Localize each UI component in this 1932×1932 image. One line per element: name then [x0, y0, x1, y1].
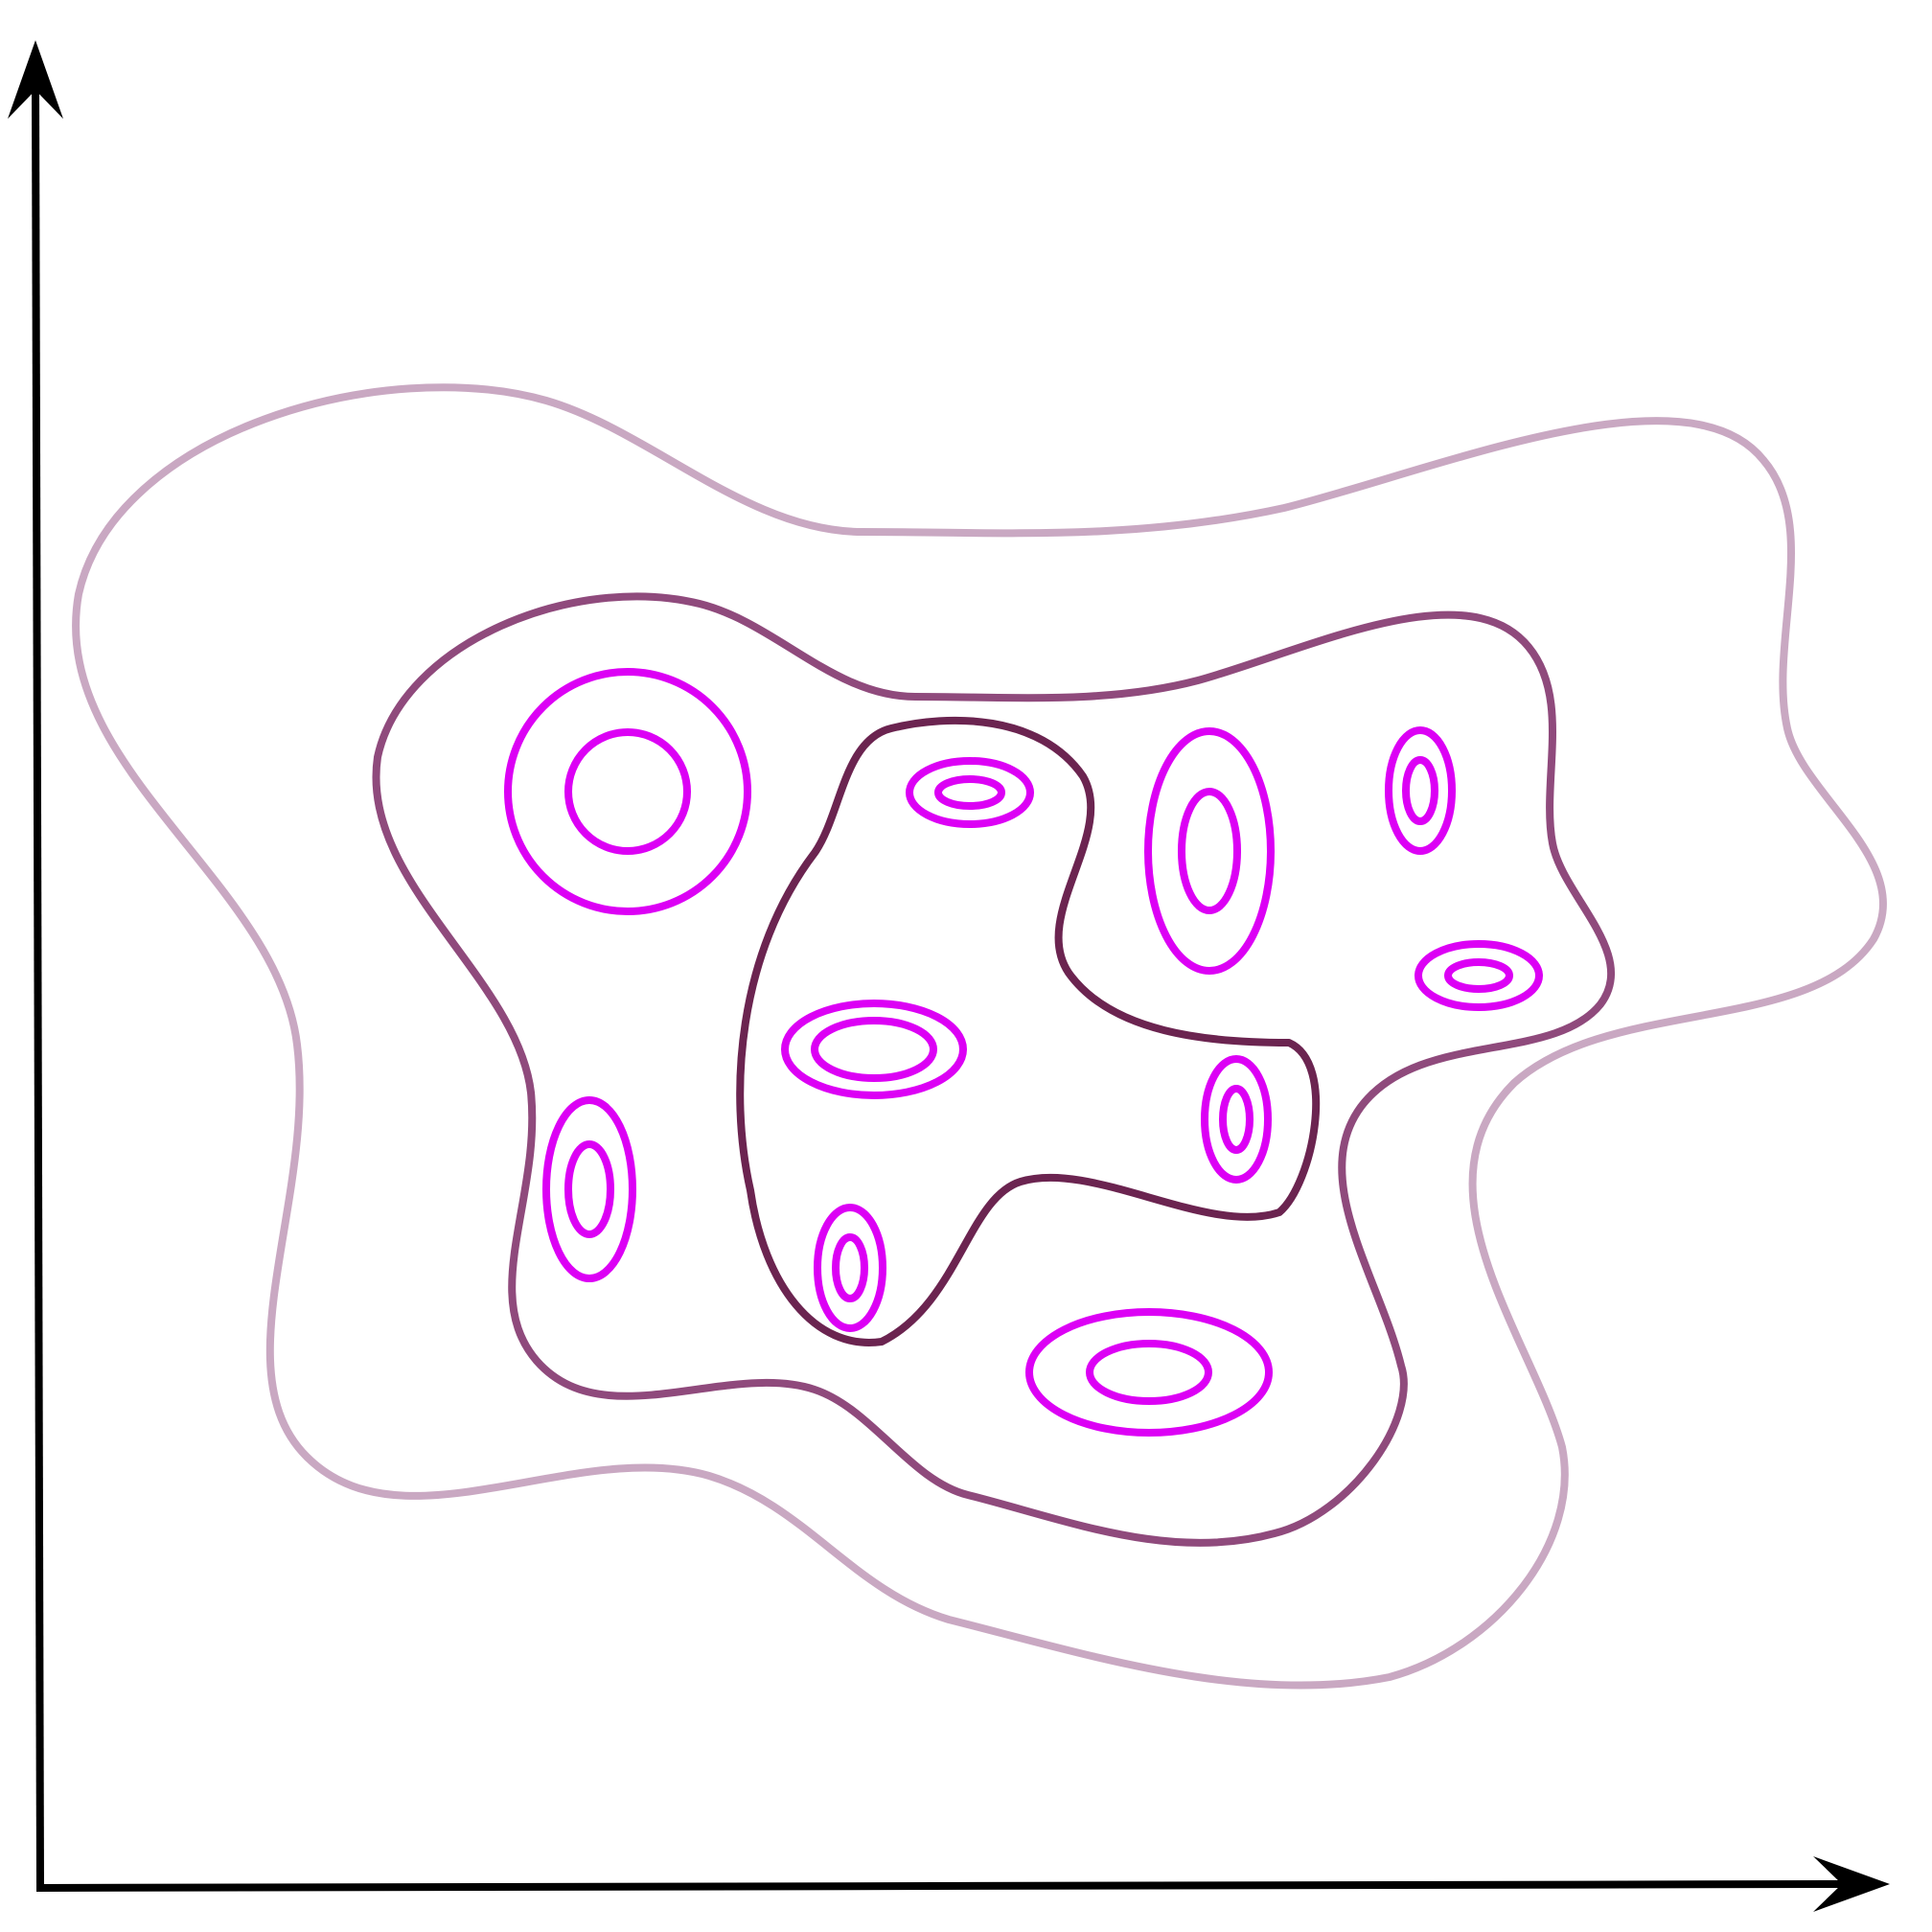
cluster-bottom-wide-inner-ring — [1086, 1340, 1212, 1405]
cluster-top-center-outer-ring — [906, 757, 1034, 828]
cluster-far-right-small — [1385, 726, 1456, 855]
cluster-right-wide-inner-ring — [1444, 958, 1513, 993]
cluster-right-wide — [1414, 940, 1543, 1011]
x-axis-arrow-icon — [1813, 1856, 1890, 1912]
cluster-top-center-inner-ring — [934, 775, 1005, 810]
cluster-top-left-inner-ring — [564, 728, 691, 855]
y-axis-arrow-icon — [8, 40, 63, 119]
outer-contour — [72, 383, 1887, 1690]
cluster-left-tall-inner-ring — [564, 1140, 614, 1238]
y-axis-line — [32, 85, 44, 1889]
cluster-top-left-outer-ring — [504, 668, 751, 915]
cluster-top-right-tall-inner-ring — [1178, 788, 1241, 914]
x-axis-line — [35, 1880, 1846, 1892]
cluster-center-right-outer-ring — [1201, 1055, 1272, 1184]
cluster-top-left — [504, 668, 751, 915]
axes — [8, 40, 1890, 1912]
cluster-right-wide-outer-ring — [1414, 940, 1543, 1011]
cluster-center-wide-inner-ring — [811, 1017, 937, 1082]
cluster-center-right — [1201, 1055, 1272, 1184]
cluster-left-tall-outer-ring — [542, 1096, 636, 1282]
cluster-top-right-tall-outer-ring — [1144, 727, 1275, 975]
cluster-bottom-wide-outer-ring — [1025, 1308, 1273, 1437]
cluster-top-right-tall — [1144, 727, 1275, 975]
cluster-center-wide — [781, 1000, 967, 1099]
cluster-far-right-small-inner-ring — [1402, 756, 1438, 825]
cluster-far-right-small-outer-ring — [1385, 726, 1456, 855]
cluster-center-wide-outer-ring — [781, 1000, 967, 1099]
cluster-bottom-wide — [1025, 1308, 1273, 1437]
cluster-bottom-center — [814, 1204, 886, 1332]
cluster-center-right-inner-ring — [1219, 1085, 1254, 1154]
cluster-bottom-center-outer-ring — [814, 1204, 886, 1332]
middle-contour — [372, 592, 1616, 1547]
inner-contour — [736, 716, 1321, 1346]
cluster-top-center — [906, 757, 1034, 828]
cluster-left-tall — [542, 1096, 636, 1282]
cluster-bottom-center-inner-ring — [832, 1233, 868, 1302]
